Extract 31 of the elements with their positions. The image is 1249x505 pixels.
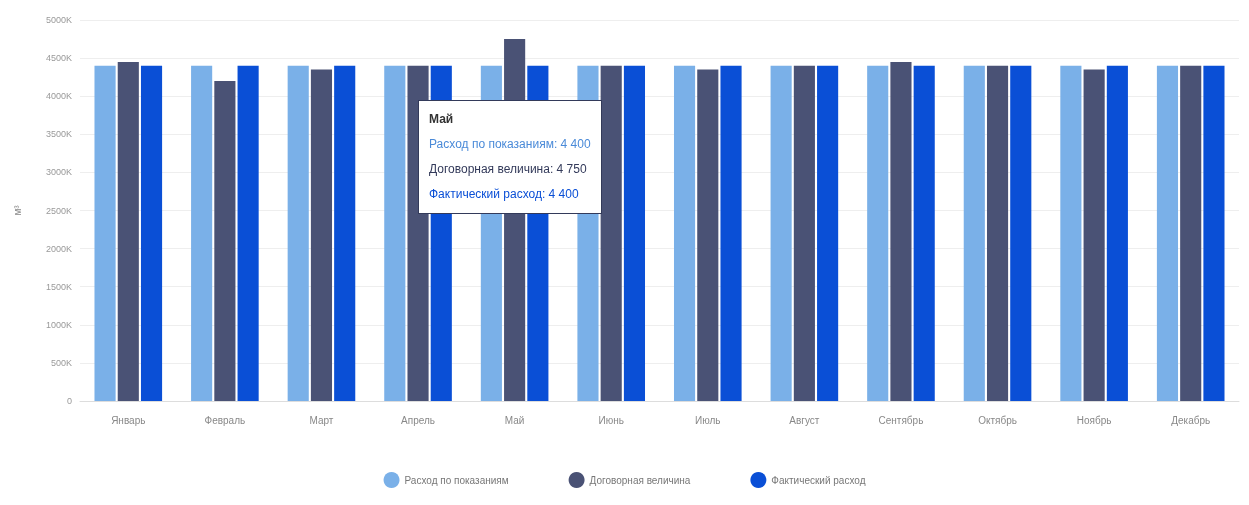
x-tick-label: Апрель bbox=[401, 414, 435, 426]
annotation: Расход по показаниям: 4 400 bbox=[429, 136, 591, 153]
x-tick-label: Июль bbox=[695, 414, 721, 426]
x-tick-label: Июнь bbox=[598, 414, 624, 426]
x-tick-label: Май bbox=[504, 414, 525, 426]
legend-label: Договорная величина bbox=[589, 474, 691, 486]
y-tick-label: 4500K bbox=[45, 53, 72, 64]
y-tick-label: 0 bbox=[66, 396, 72, 406]
annotation: Фактический расход: 4 400 bbox=[429, 186, 580, 203]
y-axis-title: м³ bbox=[11, 204, 23, 216]
legend-label: Расход по показаниям bbox=[404, 474, 509, 486]
annotation: Договорная величина: 4 750 bbox=[429, 161, 588, 178]
x-tick-label: Декабрь bbox=[1171, 414, 1211, 426]
y-tick-label: 2000K bbox=[45, 243, 72, 254]
x-tick-label: Октябрь bbox=[978, 414, 1017, 426]
x-tick-label: Февраль bbox=[204, 414, 246, 426]
y-tick-label: 500K bbox=[50, 357, 72, 368]
x-tick-label: Август bbox=[789, 414, 820, 426]
x-tick-label: Сентябрь bbox=[878, 414, 924, 426]
y-tick-label: 5000K bbox=[45, 15, 72, 25]
x-tick-label: Март bbox=[309, 414, 334, 426]
y-tick-label: 3500K bbox=[45, 129, 72, 140]
x-tick-label: Январь bbox=[111, 414, 146, 426]
y-tick-label: 1500K bbox=[45, 281, 72, 292]
y-tick-label: 2500K bbox=[45, 205, 72, 216]
y-tick-label: 4000K bbox=[45, 91, 72, 102]
annotation: Май bbox=[429, 111, 455, 128]
x-tick-label: Ноябрь bbox=[1076, 414, 1112, 426]
y-tick-label: 1000K bbox=[45, 319, 72, 330]
legend-label: Фактический расход bbox=[771, 474, 866, 486]
y-tick-label: 3000K bbox=[45, 167, 72, 178]
